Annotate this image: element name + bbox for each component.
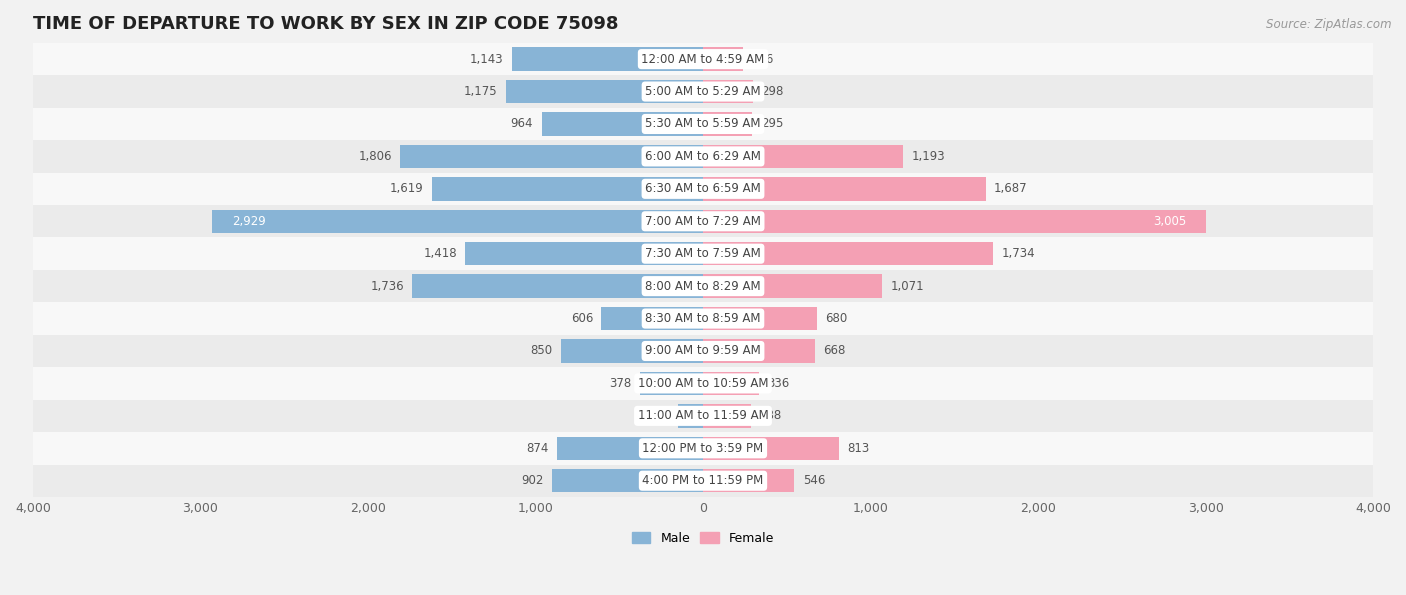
- Text: 874: 874: [526, 442, 548, 455]
- Text: 1,418: 1,418: [423, 247, 457, 260]
- Bar: [703, 80, 754, 103]
- Text: 10:00 AM to 10:59 AM: 10:00 AM to 10:59 AM: [638, 377, 768, 390]
- Bar: [703, 307, 817, 330]
- Text: 298: 298: [761, 85, 783, 98]
- Text: 546: 546: [803, 474, 825, 487]
- Text: 11:00 AM to 11:59 AM: 11:00 AM to 11:59 AM: [638, 409, 768, 422]
- Bar: [703, 274, 883, 298]
- Bar: [412, 274, 703, 298]
- Text: 1,071: 1,071: [891, 280, 924, 293]
- Bar: [32, 237, 1374, 270]
- Bar: [32, 205, 1374, 237]
- Legend: Male, Female: Male, Female: [627, 527, 779, 550]
- Text: 6:00 AM to 6:29 AM: 6:00 AM to 6:29 AM: [645, 150, 761, 163]
- Bar: [557, 437, 703, 460]
- Bar: [32, 76, 1374, 108]
- Text: 606: 606: [571, 312, 593, 325]
- Bar: [553, 469, 703, 493]
- Text: 902: 902: [522, 474, 544, 487]
- Text: 236: 236: [751, 52, 773, 65]
- Text: 12:00 PM to 3:59 PM: 12:00 PM to 3:59 PM: [643, 442, 763, 455]
- Bar: [32, 465, 1374, 497]
- Bar: [32, 367, 1374, 400]
- Text: 8:30 AM to 8:59 AM: 8:30 AM to 8:59 AM: [645, 312, 761, 325]
- Text: 1,193: 1,193: [911, 150, 945, 163]
- Bar: [703, 437, 839, 460]
- Text: 680: 680: [825, 312, 848, 325]
- Bar: [432, 177, 703, 201]
- Text: 1,619: 1,619: [389, 182, 423, 195]
- Bar: [512, 48, 703, 71]
- Bar: [506, 80, 703, 103]
- Bar: [640, 372, 703, 395]
- Text: Source: ZipAtlas.com: Source: ZipAtlas.com: [1267, 18, 1392, 31]
- Text: 8:00 AM to 8:29 AM: 8:00 AM to 8:29 AM: [645, 280, 761, 293]
- Text: TIME OF DEPARTURE TO WORK BY SEX IN ZIP CODE 75098: TIME OF DEPARTURE TO WORK BY SEX IN ZIP …: [32, 15, 619, 33]
- Text: 336: 336: [768, 377, 790, 390]
- Text: 4:00 PM to 11:59 PM: 4:00 PM to 11:59 PM: [643, 474, 763, 487]
- Bar: [703, 242, 994, 265]
- Text: 668: 668: [824, 345, 845, 358]
- Text: 2,929: 2,929: [232, 215, 266, 228]
- Bar: [703, 469, 794, 493]
- Bar: [541, 112, 703, 136]
- Text: 295: 295: [761, 117, 783, 130]
- Bar: [32, 140, 1374, 173]
- Text: 7:30 AM to 7:59 AM: 7:30 AM to 7:59 AM: [645, 247, 761, 260]
- Bar: [32, 43, 1374, 76]
- Bar: [32, 432, 1374, 465]
- Bar: [32, 270, 1374, 302]
- Bar: [32, 302, 1374, 335]
- Bar: [212, 209, 703, 233]
- Bar: [703, 112, 752, 136]
- Text: 1,175: 1,175: [464, 85, 498, 98]
- Bar: [703, 339, 815, 363]
- Bar: [703, 404, 751, 428]
- Bar: [703, 372, 759, 395]
- Bar: [703, 48, 742, 71]
- Text: 1,806: 1,806: [359, 150, 392, 163]
- Bar: [32, 400, 1374, 432]
- Text: 1,736: 1,736: [370, 280, 404, 293]
- Bar: [401, 145, 703, 168]
- Bar: [32, 173, 1374, 205]
- Text: 1,734: 1,734: [1002, 247, 1035, 260]
- Bar: [32, 108, 1374, 140]
- Bar: [465, 242, 703, 265]
- Text: 850: 850: [530, 345, 553, 358]
- Text: 9:00 AM to 9:59 AM: 9:00 AM to 9:59 AM: [645, 345, 761, 358]
- Bar: [678, 404, 703, 428]
- Text: 7:00 AM to 7:29 AM: 7:00 AM to 7:29 AM: [645, 215, 761, 228]
- Text: 12:00 AM to 4:59 AM: 12:00 AM to 4:59 AM: [641, 52, 765, 65]
- Text: 5:30 AM to 5:59 AM: 5:30 AM to 5:59 AM: [645, 117, 761, 130]
- Bar: [32, 335, 1374, 367]
- Text: 288: 288: [759, 409, 782, 422]
- Text: 964: 964: [510, 117, 533, 130]
- Bar: [703, 177, 986, 201]
- Bar: [561, 339, 703, 363]
- Text: 1,687: 1,687: [994, 182, 1028, 195]
- Text: 3,005: 3,005: [1153, 215, 1187, 228]
- Bar: [703, 209, 1206, 233]
- Text: 6:30 AM to 6:59 AM: 6:30 AM to 6:59 AM: [645, 182, 761, 195]
- Text: 378: 378: [609, 377, 631, 390]
- Text: 1,143: 1,143: [470, 52, 503, 65]
- Bar: [703, 145, 903, 168]
- Text: 5:00 AM to 5:29 AM: 5:00 AM to 5:29 AM: [645, 85, 761, 98]
- Text: 813: 813: [848, 442, 870, 455]
- Bar: [602, 307, 703, 330]
- Text: 147: 147: [648, 409, 671, 422]
